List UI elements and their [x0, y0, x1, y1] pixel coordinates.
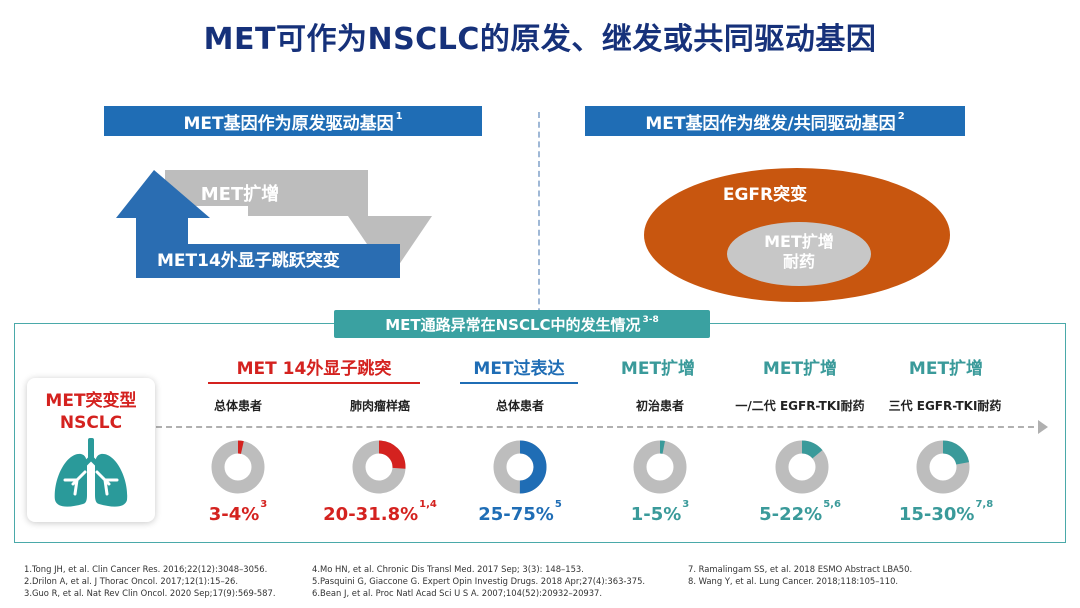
- group-overexpression: MET过表达: [460, 354, 578, 379]
- nsclc-card: MET突变型 NSCLC: [27, 378, 155, 522]
- group-amp-gen12-label: MET扩增: [762, 359, 838, 379]
- percentage-text: 1-5%: [630, 504, 682, 525]
- skipping-arrow: [116, 170, 400, 278]
- reference-item: 4.Mo HN, et al. Chronic Dis Transl Med. …: [312, 564, 584, 574]
- percentage-text: 25-75%: [478, 504, 554, 525]
- reference-item: 5.Pasquini G, Giaccone G. Expert Opin In…: [312, 576, 646, 586]
- reference-item: 3.Guo R, et al. Nat Rev Clin Oncol. 2020…: [24, 588, 276, 598]
- driver-arrows-diagram: [116, 170, 432, 278]
- secondary-driver-header: MET基因作为继发/共同驱动基因 2: [585, 106, 965, 136]
- pathway-header-ref: 3-8: [642, 315, 659, 325]
- subgroup-label: 初治患者: [635, 399, 684, 413]
- references-col3: 7. Ramalingam SS, et al. 2018 ESMO Abstr…: [688, 563, 912, 587]
- percentage-text: 20-31.8%: [323, 504, 419, 525]
- section-divider: [538, 112, 540, 324]
- lungs-icon: [54, 438, 128, 507]
- resistance-line: 耐药: [782, 252, 815, 271]
- group-exon14: MET 14外显子跳突: [208, 354, 420, 379]
- percentage-ref: 3: [682, 499, 690, 510]
- percentage-text: 15-30%: [898, 504, 975, 525]
- primary-driver-header: MET基因作为原发驱动基因 1: [104, 106, 482, 136]
- met-exon14-skipping-label: MET14外显子跳跃突变: [157, 251, 340, 271]
- reference-item: 2.Drilon A, et al. J Thorac Oncol. 2017;…: [24, 576, 239, 586]
- donut-chart: [352, 440, 406, 494]
- percentage-value: 20-31.8%1,4: [310, 499, 450, 525]
- group-exon14-underline: [208, 382, 420, 384]
- percentage-ref: 5: [554, 499, 562, 510]
- donut-slice: [633, 440, 687, 494]
- percentage-value: 15-30%7,8: [876, 499, 1016, 525]
- subgroup-label: 一/二代 EGFR-TKI耐药: [735, 399, 865, 413]
- group-amp-gen3-label: MET扩增: [908, 359, 984, 379]
- donut-slice: [916, 440, 970, 494]
- percentage-ref: 7,8: [975, 499, 994, 510]
- subgroup-label: 肺肉瘤样癌: [349, 399, 410, 413]
- met-amp-line: MET扩增: [764, 232, 834, 251]
- percentage-ref: 1,4: [419, 499, 437, 510]
- egfr-mutation-label: EGFR突变: [722, 185, 808, 205]
- group-overexpression-underline: [460, 382, 578, 384]
- donut-chart: [211, 440, 265, 494]
- percentage-value: 1-5%3: [600, 499, 720, 525]
- timeline-arrowhead: [1038, 420, 1048, 434]
- timeline-dashed-line: [156, 426, 1044, 428]
- references-col1: 1.Tong JH, et al. Clin Cancer Res. 2016;…: [24, 563, 276, 599]
- reference-item: 8. Wang Y, et al. Lung Cancer. 2018;118:…: [688, 576, 899, 586]
- group-amp-gen3: MET扩增: [896, 354, 996, 379]
- percentage-ref: 3: [260, 499, 268, 510]
- amplification-arrow: [165, 170, 432, 278]
- pathway-header: MET通路异常在NSCLC中的发生情况 3-8: [334, 310, 710, 338]
- met-resistance-label: MET扩增 耐药: [727, 232, 871, 272]
- donut-slice: [352, 440, 406, 494]
- reference-item: 1.Tong JH, et al. Clin Cancer Res. 2016;…: [24, 564, 268, 574]
- donut-slice: [211, 440, 265, 494]
- group-overexpression-label: MET过表达: [473, 359, 565, 379]
- percentage-text: 5-22%: [759, 504, 823, 525]
- subgroup-label: 总体患者: [213, 399, 262, 413]
- percentage-value: 5-22%5,6: [740, 499, 860, 525]
- reference-item: 7. Ramalingam SS, et al. 2018 ESMO Abstr…: [688, 564, 913, 574]
- donut-slice: [775, 440, 829, 494]
- nsclc-card-title: MET突变型 NSCLC: [27, 390, 155, 434]
- pathway-header-text: MET通路异常在NSCLC中的发生情况: [385, 315, 641, 334]
- subgroup-label: 总体患者: [495, 399, 544, 413]
- secondary-driver-header-ref: 2: [897, 110, 905, 122]
- primary-driver-header-ref: 1: [395, 110, 403, 122]
- page-title: MET可作为NSCLC的原发、继发或共同驱动基因: [203, 22, 877, 57]
- donut-chart: [916, 440, 970, 494]
- group-amp-naive: MET扩增: [608, 354, 708, 379]
- percentage-value: 3-4%3: [178, 499, 298, 525]
- nsclc-card-line2: NSCLC: [59, 413, 123, 433]
- nsclc-card-line1: MET突变型: [45, 391, 137, 411]
- percentage-text: 3-4%: [208, 504, 260, 525]
- secondary-driver-header-text: MET基因作为继发/共同驱动基因: [645, 113, 896, 134]
- donut-chart: [633, 440, 687, 494]
- group-amp-naive-label: MET扩增: [620, 359, 696, 379]
- donut-chart: [775, 440, 829, 494]
- donut-slice: [493, 440, 547, 494]
- donut-chart: [493, 440, 547, 494]
- group-amp-gen12: MET扩增: [750, 354, 850, 379]
- subgroup-label: 三代 EGFR-TKI耐药: [888, 399, 1002, 413]
- met-resistance-ellipse: [727, 222, 871, 286]
- percentage-ref: 5,6: [823, 499, 841, 510]
- reference-item: 6.Bean J, et al. Proc Natl Acad Sci U S …: [312, 588, 603, 598]
- primary-driver-header-text: MET基因作为原发驱动基因: [183, 113, 394, 134]
- group-exon14-label: MET 14外显子跳突: [236, 359, 392, 379]
- percentage-value: 25-75%5: [460, 499, 580, 525]
- met-amplification-label: MET扩增: [200, 184, 280, 205]
- references-col2: 4.Mo HN, et al. Chronic Dis Transl Med. …: [312, 563, 645, 599]
